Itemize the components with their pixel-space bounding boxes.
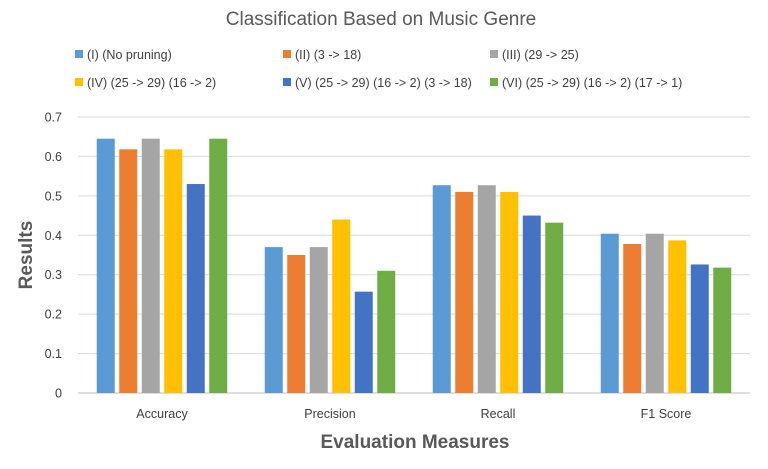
x-tick-label: F1 Score	[641, 407, 692, 421]
y-tick-label: 0.5	[45, 189, 62, 203]
legend-swatch	[490, 78, 498, 86]
bar	[287, 255, 306, 393]
legend-swatch	[75, 50, 83, 58]
legend-entry: (I) (No pruning)	[87, 48, 172, 62]
legend-entry: (III) (29 -> 25)	[502, 48, 579, 62]
y-tick-label: 0.1	[45, 347, 62, 361]
bar	[96, 138, 115, 393]
bar	[522, 215, 541, 393]
bar	[500, 191, 519, 393]
bar	[600, 233, 619, 393]
bar	[186, 184, 205, 393]
chart-title: Classification Based on Music Genre	[226, 9, 536, 30]
x-tick-label: Accuracy	[136, 407, 188, 421]
bar	[354, 291, 373, 393]
legend-swatch	[490, 50, 498, 58]
bars	[96, 138, 732, 393]
x-axis-ticks: Accuracy Precision Recall F1 Score	[136, 407, 691, 421]
x-tick-label: Recall	[481, 407, 516, 421]
bar	[455, 191, 474, 393]
bar	[377, 270, 396, 393]
bar	[332, 219, 351, 393]
bar	[623, 243, 642, 393]
bar	[309, 247, 328, 393]
legend-entry: (V) (25 -> 29) (16 -> 2) (3 -> 18)	[295, 76, 472, 90]
x-tick-label: Precision	[304, 407, 355, 421]
y-tick-label: 0.7	[45, 111, 62, 125]
bar	[264, 247, 283, 393]
bar	[668, 240, 687, 393]
y-axis-title: Results	[16, 221, 37, 290]
bar	[545, 222, 564, 393]
bar	[141, 138, 160, 393]
bar	[209, 138, 228, 393]
bar	[645, 233, 664, 393]
legend-swatch	[283, 78, 291, 86]
bar	[119, 149, 138, 393]
legend-swatch	[283, 50, 291, 58]
y-axis-ticks: 0 0.1 0.2 0.3 0.4 0.5 0.6 0.7	[45, 111, 62, 401]
legend-entry: (IV) (25 -> 29) (16 -> 2)	[87, 76, 216, 90]
legend-entry: (II) (3 -> 18)	[295, 48, 361, 62]
legend-swatch	[75, 78, 83, 86]
bar	[164, 149, 183, 393]
y-tick-label: 0.3	[45, 268, 62, 282]
bar	[432, 185, 451, 393]
legend: (I) (No pruning) (II) (3 -> 18) (III) (29 …	[75, 48, 682, 90]
y-tick-label: 0.6	[45, 150, 62, 164]
y-tick-label: 0.4	[45, 229, 62, 243]
bar	[690, 264, 709, 393]
legend-entry: (VI) (25 -> 29) (16 -> 2) (17 -> 1)	[502, 76, 682, 90]
bar	[477, 185, 496, 393]
x-axis-title: Evaluation Measures	[320, 432, 509, 453]
bar	[713, 267, 732, 393]
y-tick-label: 0.2	[45, 308, 62, 322]
y-tick-label: 0	[55, 387, 62, 401]
